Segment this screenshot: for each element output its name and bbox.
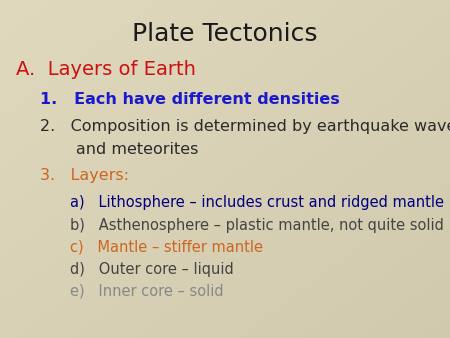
Text: a)   Lithosphere – includes crust and ridged mantle: a) Lithosphere – includes crust and ridg… <box>70 195 444 210</box>
Text: Plate Tectonics: Plate Tectonics <box>132 22 318 46</box>
Text: and meteorites: and meteorites <box>40 142 199 157</box>
Text: A.  Layers of Earth: A. Layers of Earth <box>16 60 196 79</box>
Text: 3.   Layers:: 3. Layers: <box>40 168 130 183</box>
Text: 2.   Composition is determined by earthquake waves: 2. Composition is determined by earthqua… <box>40 119 450 134</box>
Text: 1.   Each have different densities: 1. Each have different densities <box>40 92 340 107</box>
Text: e)   Inner core – solid: e) Inner core – solid <box>70 284 223 299</box>
Text: d)   Outer core – liquid: d) Outer core – liquid <box>70 262 234 277</box>
Text: c)   Mantle – stiffer mantle: c) Mantle – stiffer mantle <box>70 240 263 255</box>
Text: b)   Asthenosphere – plastic mantle, not quite solid: b) Asthenosphere – plastic mantle, not q… <box>70 218 444 233</box>
